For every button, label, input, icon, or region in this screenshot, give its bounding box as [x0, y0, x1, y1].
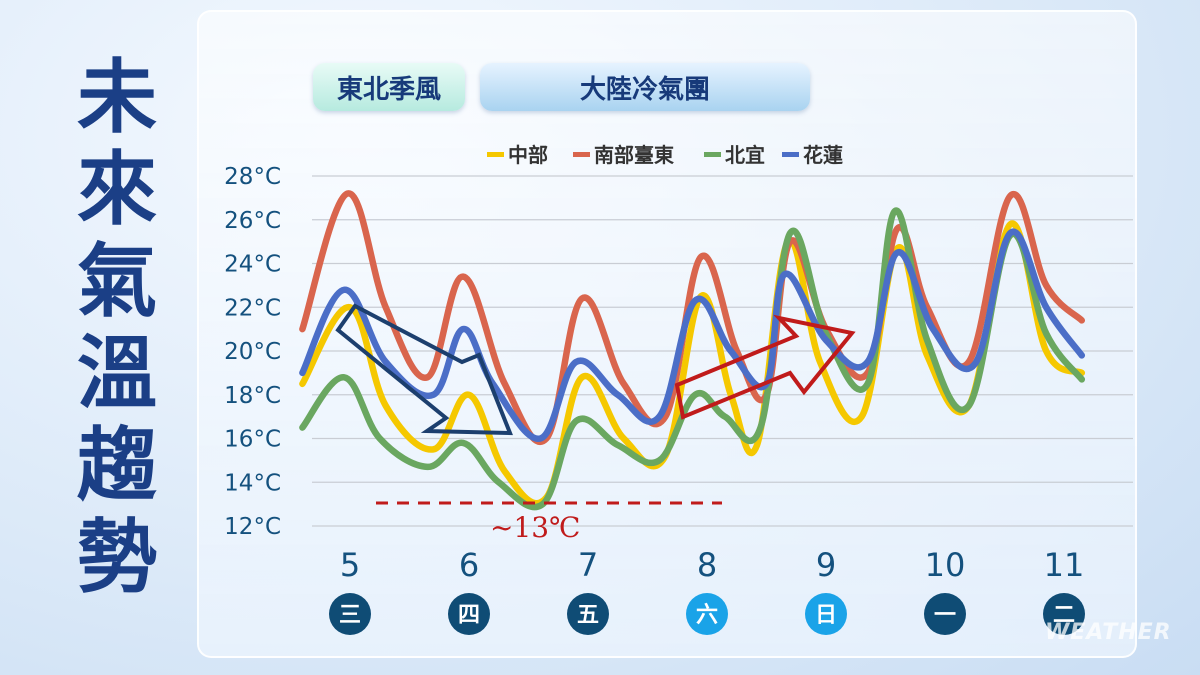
weekday-badge: [924, 593, 966, 635]
weekday-label: 二: [1053, 603, 1075, 628]
series-lines: [299, 190, 1086, 511]
x-date-labels: 5 6 7 8 9 10 11: [340, 546, 1085, 584]
weekday-badge: [567, 593, 609, 635]
title-char-4: 溫: [77, 327, 157, 420]
title-char-2: 來: [77, 143, 157, 236]
y-tick-labels: 28°C 26°C 24°C 22°C 20°C 18°C 16°C 14°C 12°C: [224, 164, 281, 540]
falling-trend-arrow: [335, 303, 513, 436]
y-tick-label: 16°C: [224, 427, 281, 453]
y-tick-label: 20°C: [224, 339, 281, 365]
side-title: 未 來 氣 溫 趨 勢: [62, 52, 172, 604]
weekday-label: 日: [815, 603, 837, 628]
legend-label: 中部: [508, 143, 548, 167]
weekday-badge: [805, 593, 847, 635]
weekday-label: 五: [577, 603, 599, 628]
series-north-yilan-line: [299, 207, 1086, 511]
legend-swatch: [782, 152, 799, 157]
weekday-badge: [1043, 593, 1085, 635]
legend-label: 花蓮: [803, 143, 843, 167]
legend: 中部 南部臺東 北宜 花蓮: [487, 143, 843, 167]
trend-arrows: [335, 303, 856, 436]
weekday-badges: 三四五六日一二: [329, 593, 1085, 635]
x-date-label: 7: [578, 546, 598, 584]
x-date-label: 6: [459, 546, 479, 584]
legend-label: 南部臺東: [594, 143, 674, 167]
title-char-5: 趨: [77, 419, 157, 512]
title-char-3: 氣: [77, 235, 157, 328]
legend-swatch: [487, 152, 504, 157]
x-date-label: 5: [340, 546, 360, 584]
weekday-label: 六: [696, 603, 718, 628]
watermark: WEATHER: [1045, 620, 1172, 645]
min-temp-annotation: ~13℃: [376, 501, 722, 544]
title-char-6: 勢: [77, 511, 157, 604]
y-tick-label: 24°C: [224, 252, 281, 278]
legend-swatch: [704, 152, 721, 157]
weekday-label: 四: [458, 603, 480, 628]
rising-trend-arrow: [674, 314, 856, 420]
x-date-label: 8: [697, 546, 717, 584]
weekday-label: 三: [339, 603, 361, 628]
y-tick-label: 12°C: [224, 514, 281, 540]
weekday-badge: [686, 593, 728, 635]
continental-cold-tag: 大陸冷氣團: [480, 63, 810, 111]
y-tick-label: 14°C: [224, 470, 281, 496]
x-date-label: 9: [816, 546, 836, 584]
y-tick-label: 28°C: [224, 164, 281, 190]
legend-swatch: [573, 152, 590, 157]
northeast-monsoon-tag: 東北季風: [313, 63, 465, 111]
weekday-badge: [448, 593, 490, 635]
title-char-1: 未: [77, 51, 157, 144]
y-tick-label: 22°C: [224, 295, 281, 321]
x-date-label: 10: [925, 546, 966, 584]
x-date-label: 11: [1044, 546, 1085, 584]
weekday-label: 一: [934, 603, 956, 628]
legend-label: 北宜: [725, 143, 765, 167]
min-temp-label: ~13℃: [490, 511, 580, 544]
weekday-badge: [329, 593, 371, 635]
y-tick-label: 26°C: [224, 208, 281, 234]
y-tick-label: 18°C: [224, 383, 281, 409]
